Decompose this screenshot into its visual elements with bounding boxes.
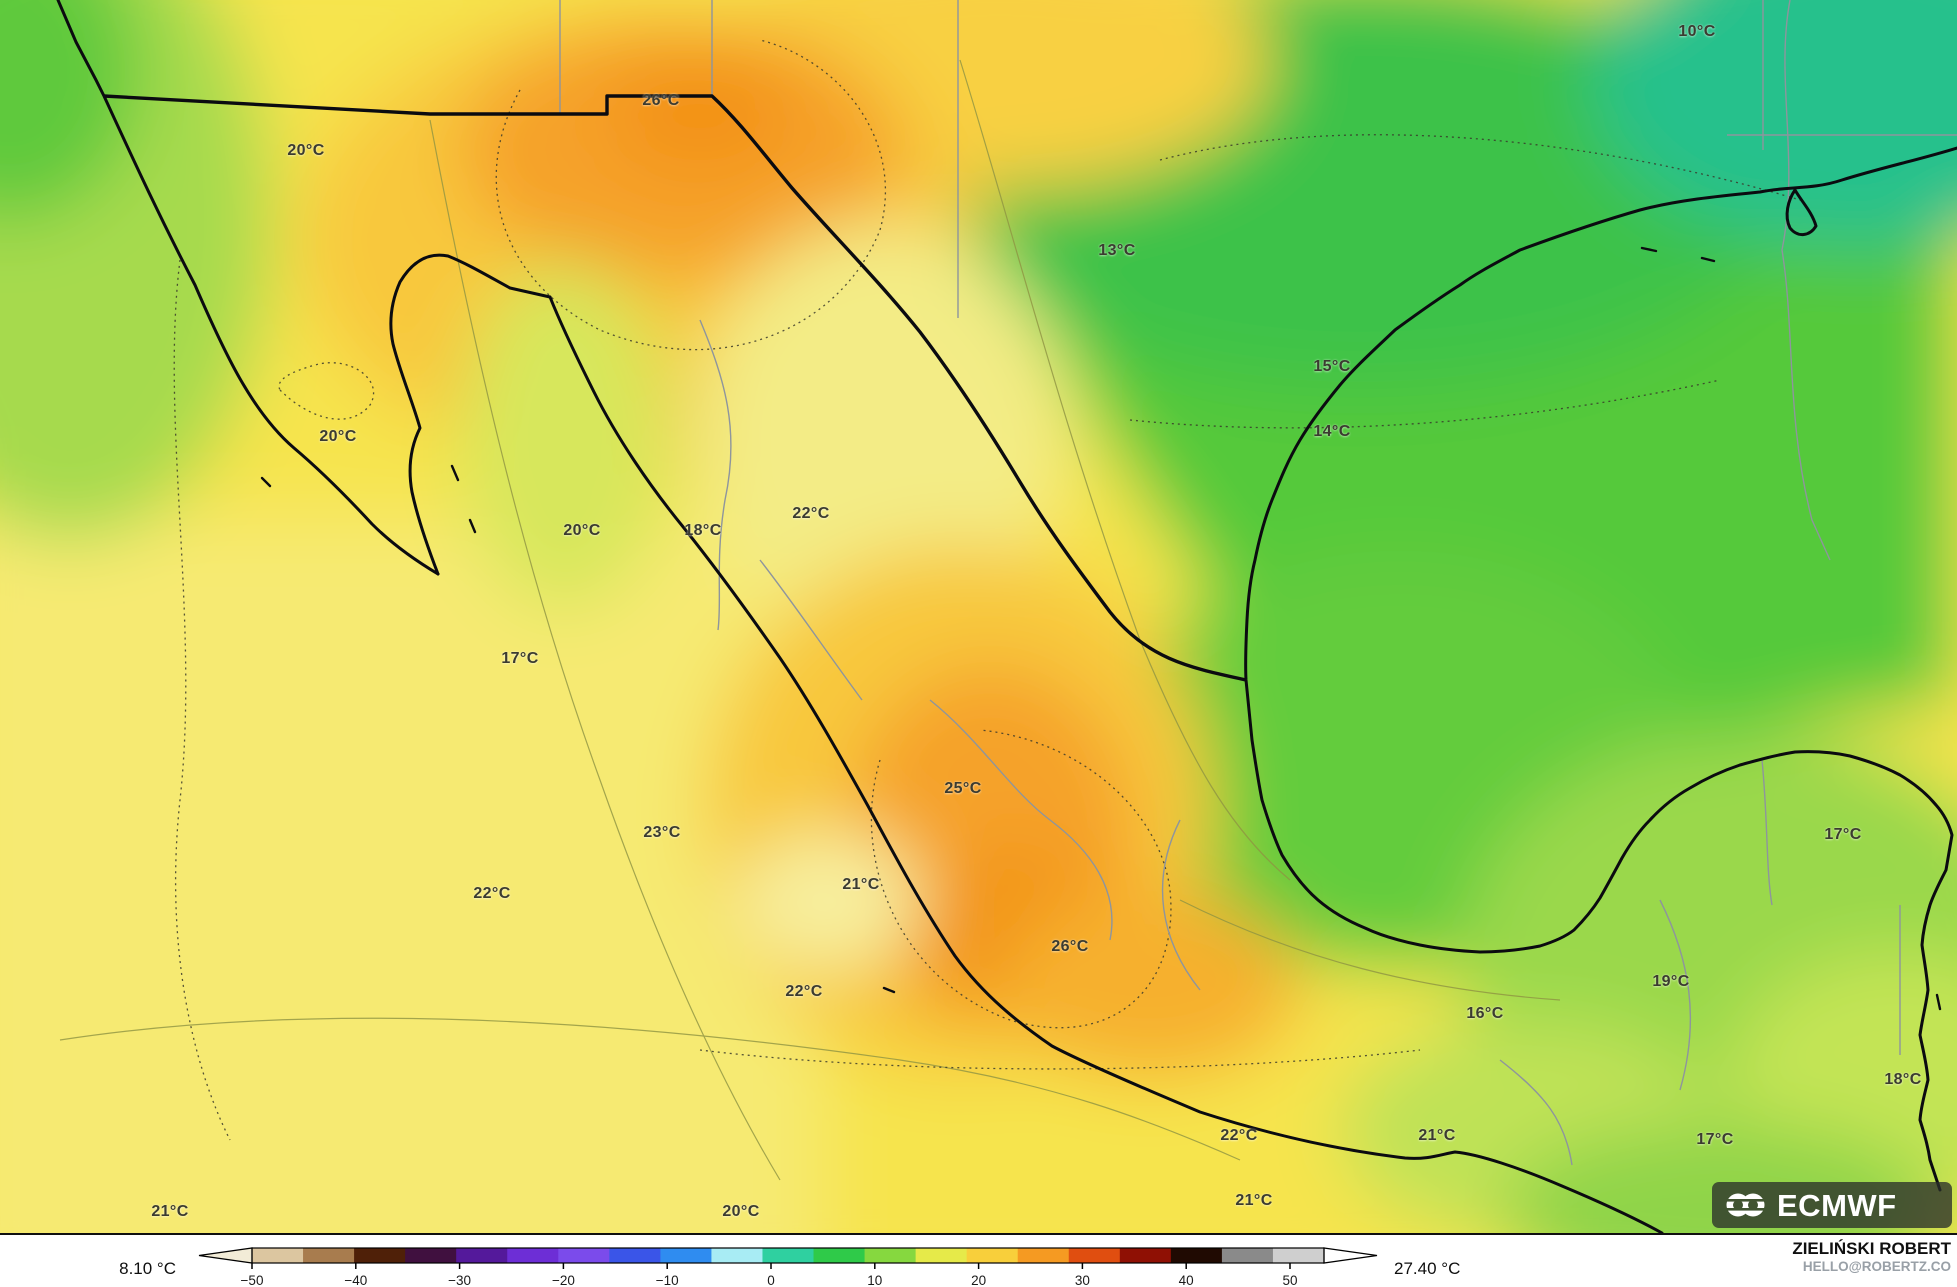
- colorbar-band: [405, 1248, 457, 1263]
- attribution: ZIELIŃSKI ROBERT HELLO@ROBERTZ.CO: [1792, 1238, 1951, 1276]
- colorbar-band: [1170, 1248, 1223, 1263]
- us-mexico-border: [103, 94, 1247, 682]
- attribution-name: ZIELIŃSKI ROBERT: [1792, 1239, 1951, 1258]
- colorbar-tick-label: 40: [1179, 1273, 1194, 1287]
- attribution-contact: HELLO@ROBERTZ.CO: [1802, 1259, 1951, 1275]
- colorbar-strip: 8.10 °C −50 −40 −30 −20 −10 0 10 20 30 40 50 27.40…: [0, 1233, 1957, 1287]
- colorbar-tick-label: 0: [767, 1273, 775, 1287]
- colorbar-max-value: 27.40 °C: [1394, 1259, 1461, 1278]
- colorbar-band: [1017, 1248, 1070, 1263]
- islands: [260, 246, 1942, 1011]
- temperature-field-svg: [0, 0, 1957, 1233]
- colorbar-min-value: 8.10 °C: [119, 1259, 176, 1278]
- colorbar-tick-label: −20: [552, 1273, 575, 1287]
- colorbar-band: [864, 1248, 917, 1263]
- colorbar-band: [1119, 1248, 1172, 1263]
- colorbar-tick-label: −40: [344, 1273, 367, 1287]
- colorbar-band: [558, 1248, 610, 1263]
- coastline: [56, 0, 1957, 1233]
- colorbar-band: [966, 1248, 1019, 1263]
- colorbar-band: [762, 1248, 815, 1263]
- state-boundaries: [559, 0, 1957, 1166]
- colorbar-left-arrow: [198, 1247, 253, 1264]
- colorbar-tick-label: 30: [1075, 1273, 1090, 1287]
- colorbar-band: [609, 1248, 661, 1263]
- temperature-shading: [0, 0, 1957, 1233]
- colorbar-band: [1221, 1248, 1274, 1263]
- colorbar-tick-label: 10: [867, 1273, 882, 1287]
- colorbar-band: [915, 1248, 968, 1263]
- colorbar-tick-label: 20: [971, 1273, 986, 1287]
- ecmwf-wordmark: ECMWF: [1777, 1187, 1897, 1223]
- temperature-colorbar: −50 −40 −30 −20 −10 0 10 20 30 40 50: [198, 1247, 1378, 1287]
- colorbar-right-arrow: [1323, 1247, 1378, 1264]
- colorbar-band: [303, 1248, 355, 1263]
- colorbar-band: [711, 1248, 764, 1263]
- ecmwf-badge: ECMWF: [1712, 1182, 1952, 1228]
- colorbar-tick-label: −50: [241, 1273, 264, 1287]
- colorbar-band: [252, 1248, 304, 1263]
- contour-lines-solid: [59, 59, 1561, 1181]
- colorbar-tick-label: −10: [656, 1273, 679, 1287]
- colorbar-outline: [251, 1247, 1325, 1264]
- colorbar-tick-label: 50: [1282, 1273, 1297, 1287]
- colorbar-band: [1068, 1248, 1121, 1263]
- temperature-map: 26°C 20°C 10°C 13°C 15°C 14°C 20°C 22°C 18°C 20°C…: [0, 0, 1957, 1233]
- ecmwf-logo-icon: [1726, 1193, 1765, 1217]
- colorbar-band: [456, 1248, 508, 1263]
- colorbar-tick-label: −30: [448, 1273, 471, 1287]
- colorbar-band: [813, 1248, 866, 1263]
- colorbar-band: [354, 1248, 406, 1263]
- colorbar-band: [660, 1248, 713, 1263]
- contour-lines-dotted: [173, 39, 1801, 1141]
- colorbar-band: [507, 1248, 559, 1263]
- colorbar-band: [1272, 1248, 1325, 1263]
